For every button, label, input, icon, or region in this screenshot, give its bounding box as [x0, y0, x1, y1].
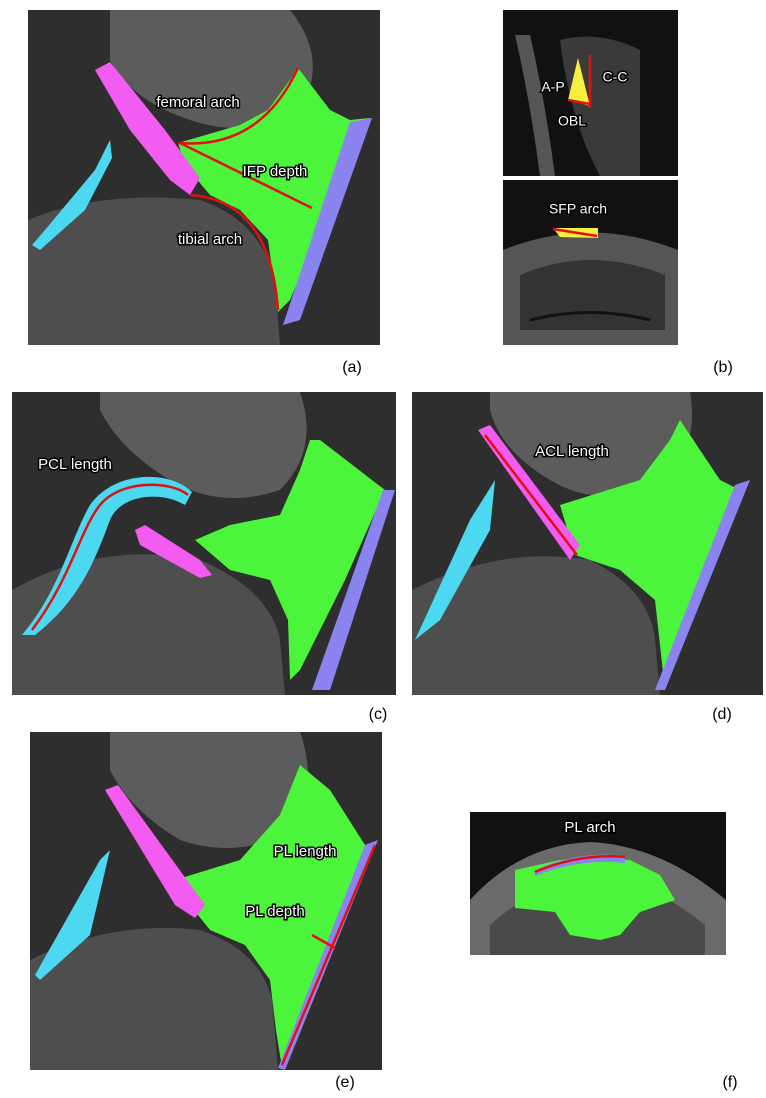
- panel-label: (c): [369, 706, 388, 723]
- annotation: A-P: [541, 79, 564, 95]
- annotation: femoral arch: [156, 94, 239, 111]
- annotation: PL depth: [245, 903, 305, 920]
- panel-b: A-P C-C OBL SFP arch (b): [503, 10, 733, 376]
- panel-label: (d): [712, 706, 732, 723]
- panel-label: (e): [335, 1074, 355, 1091]
- panel-e: PL length PL depth (e): [30, 732, 382, 1091]
- panel-label: (b): [713, 359, 733, 376]
- annotation: PCL length: [38, 456, 112, 473]
- panel-label: (f): [722, 1074, 737, 1091]
- annotation: PL arch: [564, 819, 615, 836]
- annotation: tibial arch: [178, 231, 242, 248]
- panel-label: (a): [342, 359, 362, 376]
- panel-f: PL arch (f): [470, 812, 738, 1091]
- annotation: C-C: [603, 69, 628, 85]
- annotation: SFP arch: [549, 201, 607, 217]
- panel-c: PCL length (c): [12, 392, 396, 723]
- figure: femoral arch IFP depth tibial arch (a) A…: [0, 0, 766, 1098]
- annotation: OBL: [558, 113, 586, 129]
- panel-d: ACL length (d): [412, 392, 763, 723]
- annotation: PL length: [274, 843, 337, 860]
- annotation: ACL length: [535, 443, 609, 460]
- annotation: IFP depth: [243, 163, 308, 180]
- panel-a: femoral arch IFP depth tibial arch (a): [28, 10, 380, 376]
